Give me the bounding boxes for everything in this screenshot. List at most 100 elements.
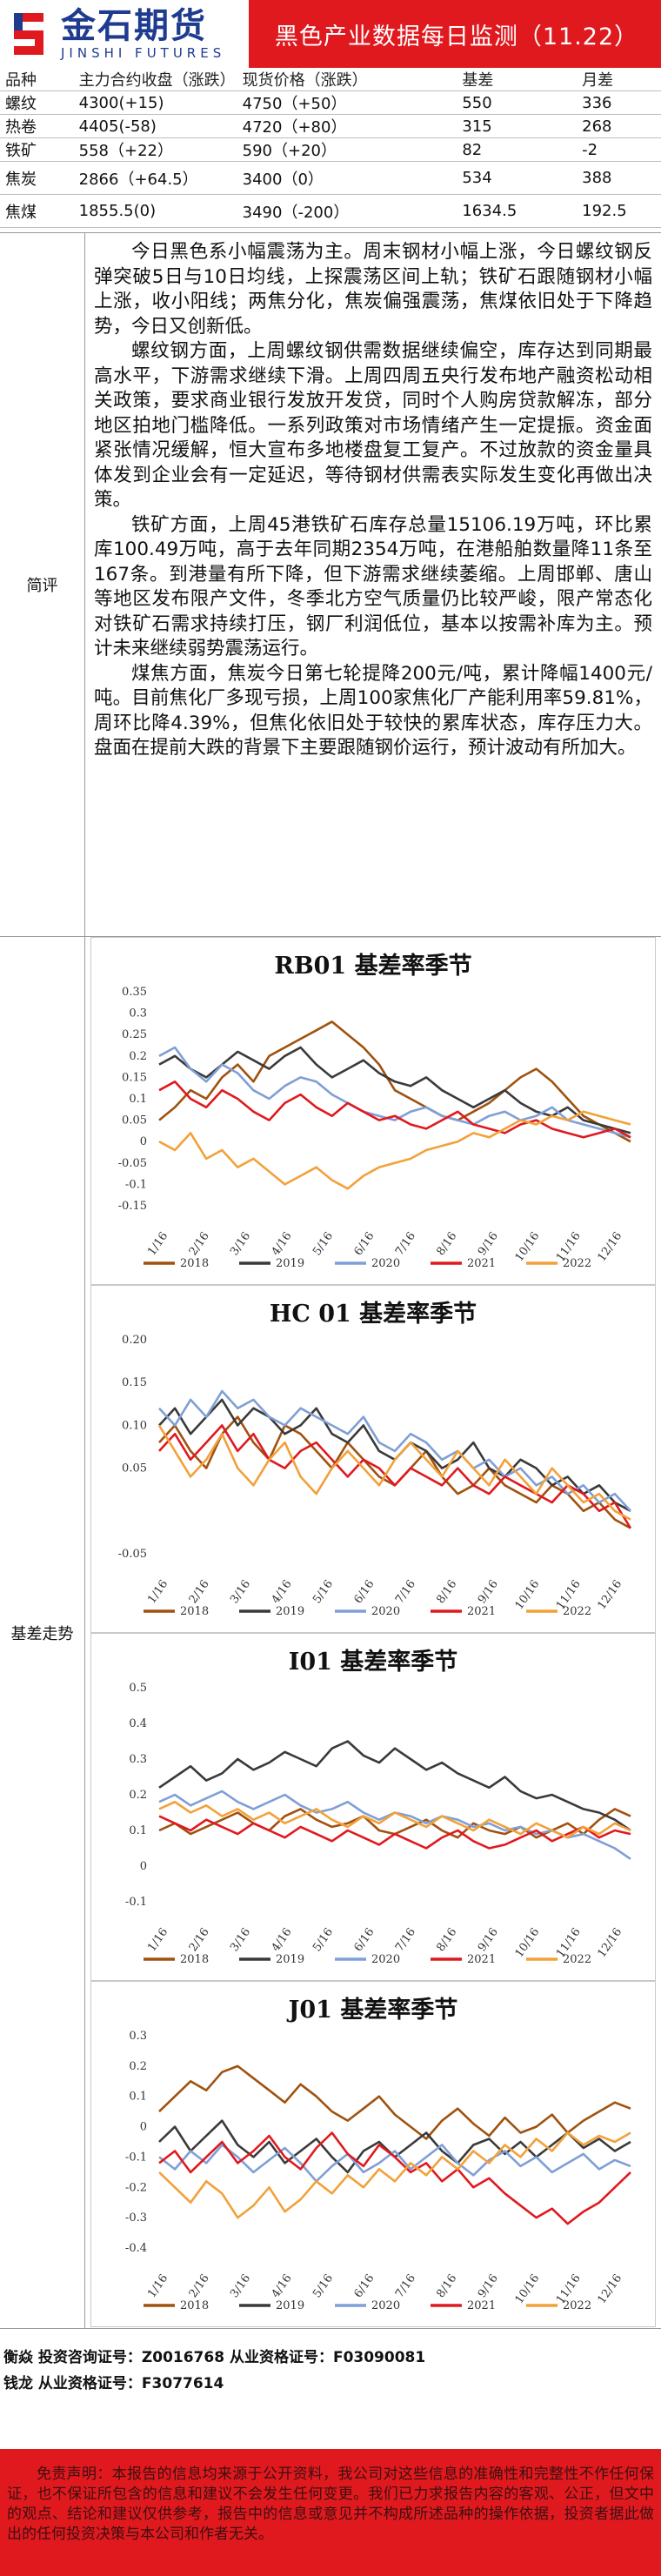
y-tick-label: -0.1 bbox=[125, 1896, 147, 1909]
row-basis: 534 bbox=[458, 161, 579, 195]
chart-plot: 0.20 0.15 0.10 0.05 -0.05 1/16 2/16 3/16 4/16 5/1… bbox=[118, 1334, 632, 1618]
x-tick-label: 10/16 bbox=[513, 1230, 543, 1264]
row-futures: 4300(+15) bbox=[75, 90, 239, 115]
x-tick-label: 3/16 bbox=[228, 2272, 253, 2301]
table-row: 热卷 4405(-58) 4720（+80） 315 268 bbox=[0, 114, 661, 138]
chart-plot: 0.5 0.4 0.3 0.2 0.1 0 -0.1 1/16 2/16 3/16 4/16 5/16… bbox=[125, 1682, 631, 1966]
chart-i01: I01 基差率季节 0.5 0.4 0.3 0.2 0.1 0 -0.1 1/16 2/16 3/… bbox=[90, 1633, 656, 1981]
col-header-spread: 月差 bbox=[578, 68, 661, 91]
y-tick-label: 0.15 bbox=[122, 1376, 147, 1389]
x-tick-label: 12/16 bbox=[595, 1578, 624, 1612]
series-line-2021 bbox=[158, 1081, 631, 1139]
row-basis: 550 bbox=[458, 90, 579, 115]
series-line-2022 bbox=[158, 2131, 631, 2219]
x-tick-label: 6/16 bbox=[352, 1230, 377, 1259]
x-tick-label: 1/16 bbox=[145, 1230, 170, 1259]
y-tick-label: 0.35 bbox=[122, 986, 147, 999]
table-row: 铁矿 558（+22） 590（+20） 82 -2 bbox=[0, 137, 661, 162]
legend-label: 2018 bbox=[180, 2299, 209, 2312]
row-futures: 4405(-58) bbox=[75, 114, 239, 138]
row-futures: 558（+22） bbox=[75, 137, 239, 162]
x-tick-label: 6/16 bbox=[352, 1578, 377, 1607]
legend-label: 2019 bbox=[276, 1257, 304, 1270]
row-spread: -2 bbox=[578, 137, 661, 162]
y-tick-label: 0.15 bbox=[122, 1071, 147, 1084]
series-line-2021 bbox=[158, 2131, 631, 2225]
x-tick-label: 4/16 bbox=[270, 1578, 295, 1607]
legend-label: 2018 bbox=[180, 1257, 209, 1270]
series-line-2019 bbox=[158, 2119, 631, 2174]
chart-plot: 0.35 0.3 0.25 0.2 0.15 0.1 0.05 0 -0.05 -0.1 -0.15… bbox=[118, 986, 631, 1270]
y-tick-label: 0.2 bbox=[129, 1789, 147, 1802]
x-tick-label: 1/16 bbox=[145, 1578, 170, 1607]
row-basis: 1634.5 bbox=[458, 194, 579, 228]
series-line-2019 bbox=[158, 1740, 631, 1832]
series-line-2020 bbox=[158, 1790, 631, 1860]
basis-charts-section: 基差走势 RB01 基差率季节 0.35 0.3 0.25 0.2 0.15 0.1 0.0… bbox=[0, 937, 661, 2329]
legend-label: 2022 bbox=[563, 2299, 591, 2312]
table-row: 焦炭 2866（+64.5） 3400（0） 534 388 bbox=[0, 161, 661, 195]
x-tick-label: 9/16 bbox=[476, 1578, 501, 1607]
x-tick-label: 8/16 bbox=[434, 1230, 459, 1259]
x-tick-label: 10/16 bbox=[513, 2272, 543, 2306]
row-basis: 315 bbox=[458, 114, 579, 138]
chart-plot: 0.3 0.2 0.1 0 -0.1 -0.2 -0.3 -0.4 1/16 2/16 3/16 4/… bbox=[125, 2030, 631, 2312]
y-tick-label: 0.3 bbox=[129, 1007, 147, 1020]
row-spot: 3400（0） bbox=[238, 161, 459, 195]
legend-label: 2021 bbox=[467, 1257, 496, 1270]
x-tick-label: 1/16 bbox=[145, 1926, 170, 1955]
chart-title: I01 基差率季节 bbox=[288, 1649, 458, 1676]
y-tick-label: 0.20 bbox=[122, 1334, 147, 1347]
logo-english-name: JINSHI FUTURES bbox=[61, 45, 226, 61]
x-tick-label: 8/16 bbox=[434, 1578, 459, 1607]
x-tick-label: 2/16 bbox=[187, 1578, 212, 1607]
y-tick-label: 0.5 bbox=[129, 1682, 147, 1695]
analyst-line-1: 衡焱 投资咨询证号：Z0016768 从业资格证号：F03090081 bbox=[3, 2349, 426, 2366]
x-tick-label: 7/16 bbox=[393, 2272, 418, 2301]
commentary-paragraph: 铁矿方面，上周45港铁矿石库存总量15106.19万吨，环比累库100.49万吨… bbox=[94, 513, 652, 660]
row-spot: 4750（+50） bbox=[238, 90, 459, 115]
legend-label: 2022 bbox=[563, 1257, 591, 1270]
x-tick-label: 8/16 bbox=[434, 1926, 459, 1955]
legend-label: 2018 bbox=[180, 1605, 209, 1618]
series-line-2022 bbox=[158, 1800, 631, 1839]
x-tick-label: 3/16 bbox=[228, 1926, 253, 1955]
legend-label: 2022 bbox=[563, 1953, 591, 1966]
chart-title: RB01 基差率季节 bbox=[274, 953, 472, 980]
x-tick-label: 5/16 bbox=[310, 1926, 336, 1955]
chart-rb01: RB01 基差率季节 0.35 0.3 0.25 0.2 0.15 0.1 0.05 0 -0.… bbox=[90, 937, 656, 1285]
report-header: 金石期货 JINSHI FUTURES 黑色产业数据每日监测（11.22） bbox=[0, 0, 661, 68]
y-tick-label: 0 bbox=[140, 1860, 147, 1873]
series-line-2022 bbox=[157, 1424, 631, 1521]
quote-table: 品种 主力合约收盘（涨跌） 现货价格（涨跌） 基差 月差 螺纹 4300(+15… bbox=[0, 68, 661, 228]
commentary-paragraph: 螺纹钢方面，上周螺纹钢供需数据继续偏空，库存达到同期最高水平，下游需求继续下滑。… bbox=[94, 340, 652, 511]
table-row: 焦煤 1855.5(0) 3490（-200） 1634.5 192.5 bbox=[0, 194, 661, 228]
y-tick-label: -0.3 bbox=[125, 2211, 147, 2225]
analyst-contacts: 衡焱 投资咨询证号：Z0016768 从业资格证号：F03090081 钱龙 从… bbox=[0, 2327, 661, 2449]
y-tick-label: 0.25 bbox=[122, 1028, 147, 1041]
legend-label: 2020 bbox=[371, 1605, 400, 1618]
y-tick-label: 0.1 bbox=[129, 1824, 147, 1837]
legend-label: 2018 bbox=[180, 1953, 209, 1966]
commentary-section: 简评 今日黑色系小幅震荡为主。周末钢材小幅上涨，今日螺纹钢反弹突破5日与10日均… bbox=[0, 232, 661, 937]
x-tick-label: 5/16 bbox=[310, 1578, 336, 1607]
row-spot: 590（+20） bbox=[238, 137, 459, 162]
x-tick-label: 6/16 bbox=[352, 1926, 377, 1955]
analyst-line-2: 钱龙 从业资格证号：F3077614 bbox=[3, 2375, 224, 2392]
series-line-2020 bbox=[158, 1389, 631, 1512]
y-tick-label: 0.2 bbox=[129, 1050, 147, 1063]
x-tick-label: 4/16 bbox=[270, 1926, 295, 1955]
x-tick-label: 2/16 bbox=[187, 1230, 212, 1259]
series-line-2022 bbox=[158, 1110, 631, 1190]
x-tick-label: 10/16 bbox=[513, 1578, 543, 1612]
x-tick-label: 9/16 bbox=[476, 1926, 501, 1955]
x-tick-label: 7/16 bbox=[393, 1926, 418, 1955]
x-tick-label: 6/16 bbox=[352, 2272, 377, 2301]
y-tick-label: -0.1 bbox=[125, 2151, 147, 2164]
row-basis: 82 bbox=[458, 137, 579, 162]
jinshi-logo-icon bbox=[9, 8, 54, 60]
legend-label: 2019 bbox=[276, 1953, 304, 1966]
row-name: 焦炭 bbox=[0, 161, 76, 195]
series-line-2018 bbox=[158, 2064, 631, 2140]
company-logo: 金石期货 JINSHI FUTURES bbox=[0, 0, 252, 68]
